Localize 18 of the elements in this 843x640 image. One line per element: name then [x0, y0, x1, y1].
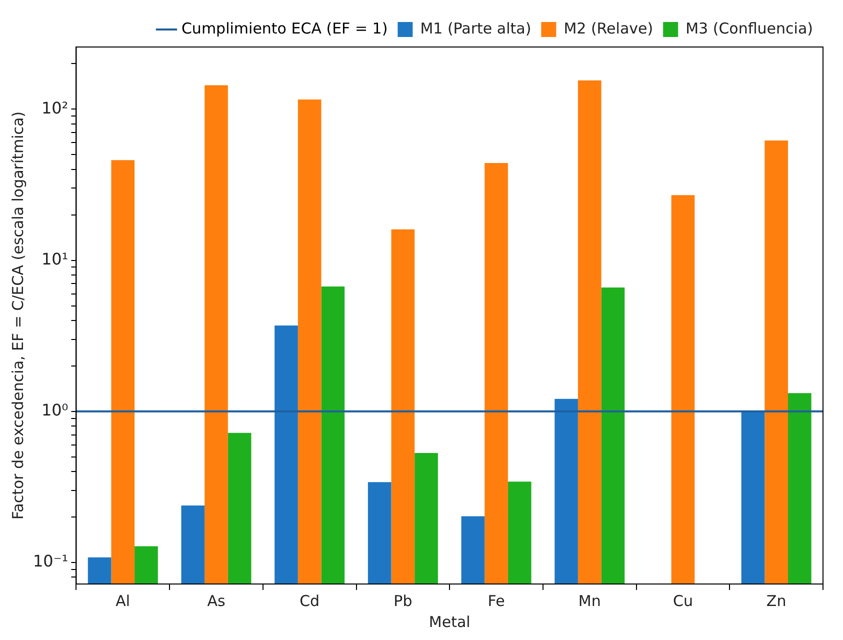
y-axis-title: Factor de excedencia, EF = C/ECA (escala logarítmica) [8, 111, 27, 520]
x-tick-label: Zn [766, 592, 786, 610]
legend-label: M1 (Parte alta) [420, 19, 532, 38]
y-tick-label: 10¹ [41, 249, 68, 268]
x-axis-title: Metal [428, 612, 470, 631]
x-tick-label: Cu [672, 592, 693, 610]
x-tick-label: As [207, 592, 226, 610]
legend-label: Cumplimiento ECA (EF = 1) [181, 19, 388, 38]
x-tick-label: Pb [394, 592, 412, 610]
x-tick-label: Mn [578, 592, 601, 610]
legend-label: M2 (Relave) [564, 19, 654, 38]
y-tick-label: 10² [41, 98, 68, 118]
x-tick-label: Al [116, 592, 130, 610]
y-tick-label: 10⁰ [41, 400, 68, 420]
y-tick-label: 10⁻¹ [33, 552, 68, 571]
x-tick-label: Cd [300, 592, 320, 610]
legend-label: M3 (Confluencia) [686, 19, 814, 38]
x-tick-label: Fe [488, 592, 505, 610]
